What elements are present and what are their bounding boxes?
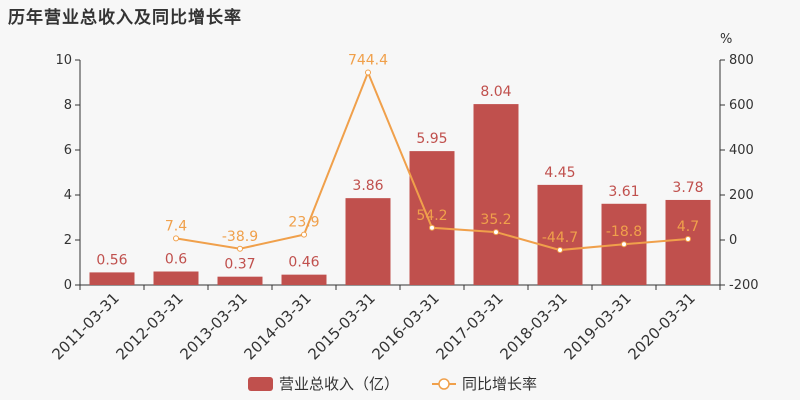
bar-value-label: 5.95 — [416, 131, 447, 147]
legend-bar-label: 营业总收入（亿） — [279, 375, 399, 393]
line-value-label: 744.4 — [348, 53, 388, 69]
right-tick-label: -200 — [729, 278, 759, 293]
x-tick-label: 2012-03-31 — [112, 289, 186, 363]
growth-rate-point — [557, 247, 563, 254]
line-value-label: 4.7 — [677, 219, 699, 235]
left-tick-label: 2 — [64, 233, 72, 248]
right-tick-label: 800 — [729, 53, 754, 68]
bar-value-label: 3.78 — [672, 180, 703, 196]
x-tick-label: 2014-03-31 — [240, 289, 314, 363]
growth-rate-point — [621, 241, 627, 248]
x-tick-label: 2018-03-31 — [496, 289, 570, 363]
bar-value-label: 8.04 — [480, 84, 511, 100]
x-tick-label: 2020-03-31 — [624, 289, 698, 363]
revenue-bar — [217, 276, 263, 285]
revenue-bar — [153, 271, 199, 285]
legend-line-label: 同比增长率 — [462, 375, 537, 393]
line-value-label: 35.2 — [480, 212, 511, 228]
x-tick-label: 2013-03-31 — [176, 289, 250, 363]
x-tick-label: 2015-03-31 — [304, 289, 378, 363]
line-value-label: -44.7 — [542, 230, 578, 246]
growth-rate-point — [365, 69, 371, 76]
chart-title: 历年营业总收入及同比增长率 — [8, 8, 242, 28]
growth-rate-point — [493, 229, 499, 236]
right-tick-label: 0 — [729, 233, 737, 248]
revenue-bar — [537, 184, 583, 285]
left-tick-label: 10 — [55, 53, 72, 68]
x-tick-label: 2019-03-31 — [560, 289, 634, 363]
legend-line-marker — [438, 378, 450, 390]
right-tick-label: 400 — [729, 143, 754, 158]
left-tick-label: 0 — [64, 278, 72, 293]
revenue-bar — [89, 272, 135, 285]
line-value-label: 23.9 — [288, 215, 319, 231]
right-tick-label: 200 — [729, 188, 754, 203]
left-tick-label: 6 — [64, 143, 72, 158]
line-value-label: 7.4 — [165, 218, 187, 234]
bar-value-label: 3.86 — [352, 178, 383, 194]
right-axis-unit: % — [720, 32, 732, 47]
left-tick-label: 8 — [64, 98, 72, 113]
growth-rate-point — [429, 224, 435, 231]
line-value-label: -38.9 — [222, 229, 258, 245]
right-tick-label: 600 — [729, 98, 754, 113]
growth-rate-point — [237, 245, 243, 252]
revenue-bar — [345, 198, 391, 285]
x-tick-label: 2016-03-31 — [368, 289, 442, 363]
growth-rate-point — [173, 235, 179, 242]
revenue-bar — [473, 104, 519, 285]
revenue-bar — [281, 274, 327, 285]
legend-bar-swatch — [248, 377, 273, 391]
bar-value-label: 3.61 — [608, 184, 639, 200]
left-tick-label: 4 — [64, 188, 72, 203]
bar-value-label: 0.6 — [165, 252, 187, 268]
line-value-label: -18.8 — [606, 224, 642, 240]
bar-value-label: 0.56 — [96, 252, 127, 268]
x-tick-label: 2011-03-31 — [48, 289, 122, 363]
revenue-bar — [409, 151, 455, 285]
line-value-label: 54.2 — [416, 208, 447, 224]
growth-rate-point — [301, 231, 307, 238]
growth-rate-point — [685, 235, 691, 242]
bar-value-label: 0.46 — [288, 255, 319, 271]
revenue-bar — [665, 199, 711, 285]
bar-value-label: 0.37 — [224, 257, 255, 273]
x-tick-label: 2017-03-31 — [432, 289, 506, 363]
bar-value-label: 4.45 — [544, 165, 575, 181]
